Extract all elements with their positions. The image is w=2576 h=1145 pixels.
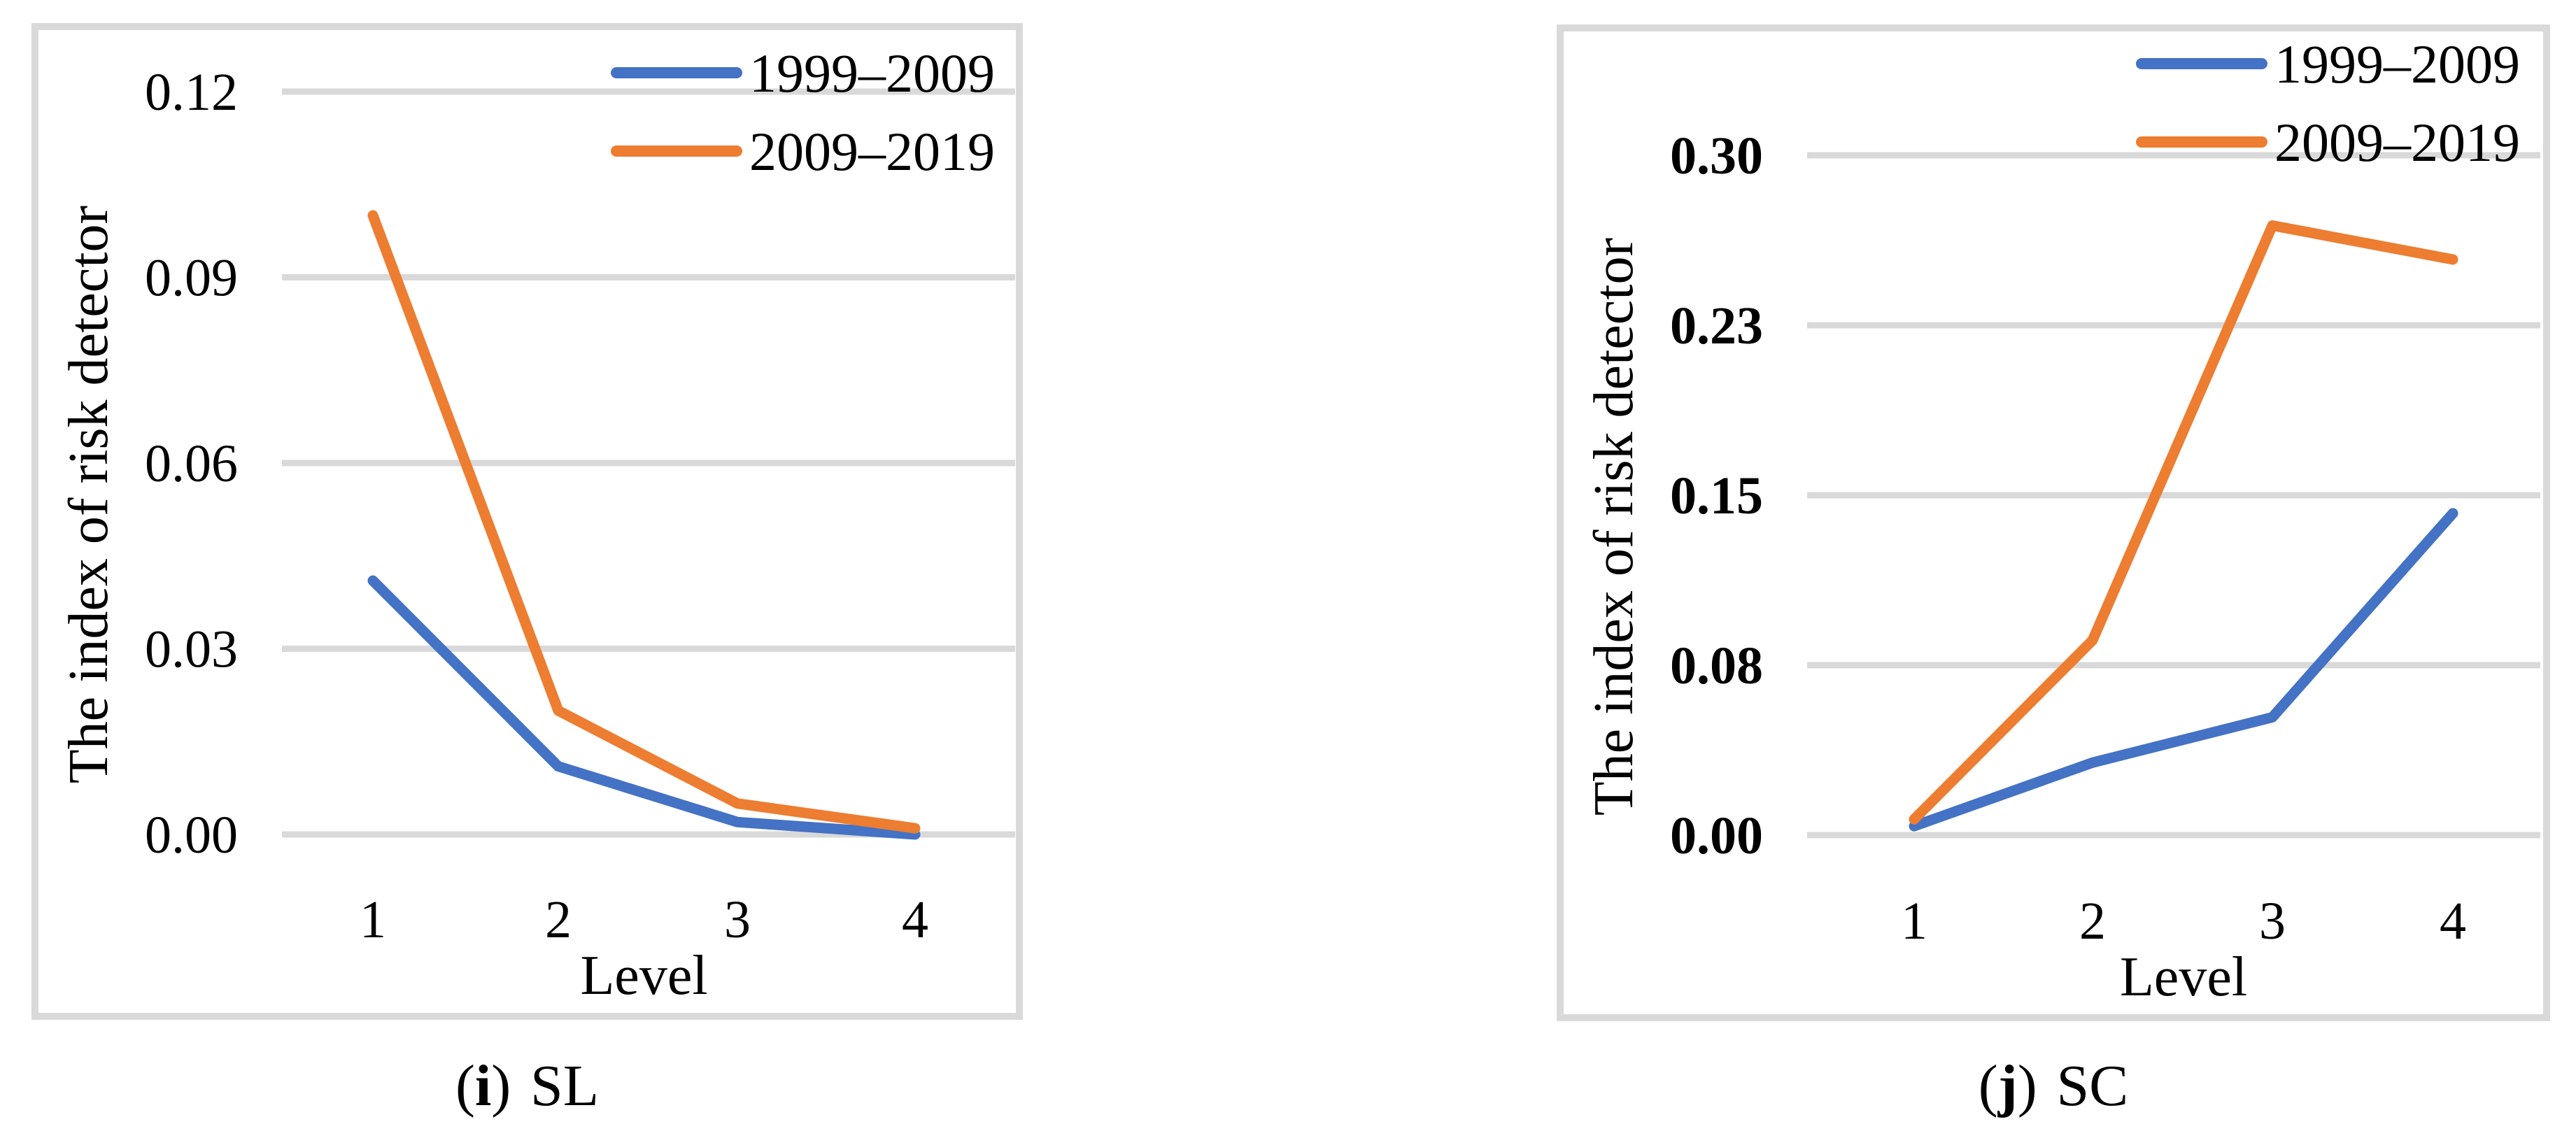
- caption-open-paren: (: [455, 1053, 475, 1118]
- caption-sc: (j) SC: [1557, 1048, 2550, 1125]
- x-axis-title: Level: [2120, 946, 2247, 1008]
- y-tick-label: 0.15: [1670, 467, 1763, 525]
- x-tick-label: 1: [1901, 892, 1927, 951]
- y-tick-label: 0.12: [145, 63, 238, 122]
- x-tick-label: 2: [2079, 892, 2106, 951]
- x-tick-label: 3: [724, 890, 751, 949]
- series-line-2009-2019: [1909, 220, 2458, 825]
- y-axis-title: The index of risk detector: [58, 206, 120, 783]
- y-tick-label: 0.06: [145, 434, 238, 493]
- x-tick-label: 2: [545, 890, 572, 949]
- x-tick-label: 4: [2440, 892, 2466, 951]
- chart-canvas: 0.30 0.23 0.15 0.08 0.00 1 2 3 4 Level The index o…: [1557, 24, 2550, 1021]
- y-tick-label: 0.00: [1670, 806, 1763, 865]
- y-axis-title: The index of risk detector: [1583, 238, 1645, 816]
- caption-marker: j: [1997, 1053, 2018, 1118]
- caption-open-paren: (: [1978, 1053, 1998, 1118]
- chart-canvas: 0.12 0.09 0.06 0.03 0.00 1 2 3 4 Level The index o…: [31, 23, 1023, 1020]
- x-axis-title: Level: [580, 945, 707, 1007]
- line-chart-sl: 0.12 0.09 0.06 0.03 0.00 1 2 3 4 Level The index o…: [31, 23, 1023, 1020]
- y-tick-label: 0.03: [145, 620, 238, 679]
- series-line-2009-2019: [367, 210, 921, 834]
- y-tick-label: 0.30: [1670, 127, 1763, 185]
- x-tick-label: 1: [360, 890, 386, 949]
- y-tick-label: 0.23: [1670, 297, 1763, 355]
- caption-sl: (i) SL: [31, 1048, 1023, 1125]
- x-tick-label: 3: [2259, 892, 2286, 951]
- legend-label: 1999–2009: [749, 43, 995, 104]
- chart-border: [31, 23, 1023, 1020]
- caption-close-paren: ): [491, 1053, 511, 1118]
- caption-marker: i: [474, 1053, 492, 1118]
- caption-label: SL: [530, 1053, 600, 1118]
- chart-border: [1557, 24, 2550, 1021]
- y-tick-label: 0.09: [145, 249, 238, 308]
- line-chart-sc: 0.30 0.23 0.15 0.08 0.00 1 2 3 4 Level The index o…: [1557, 24, 2550, 1021]
- legend-label: 1999–2009: [2274, 34, 2520, 94]
- series-line-1999-2009: [367, 575, 921, 840]
- series-line-1999-2009: [1909, 508, 2458, 832]
- legend-label: 2009–2019: [749, 121, 995, 182]
- x-tick-label: 4: [902, 890, 928, 949]
- y-tick-label: 0.00: [145, 806, 238, 865]
- caption-label: SC: [2056, 1053, 2129, 1118]
- y-tick-label: 0.08: [1670, 636, 1763, 695]
- caption-close-paren: ): [2017, 1053, 2037, 1118]
- legend-label: 2009–2019: [2274, 112, 2520, 173]
